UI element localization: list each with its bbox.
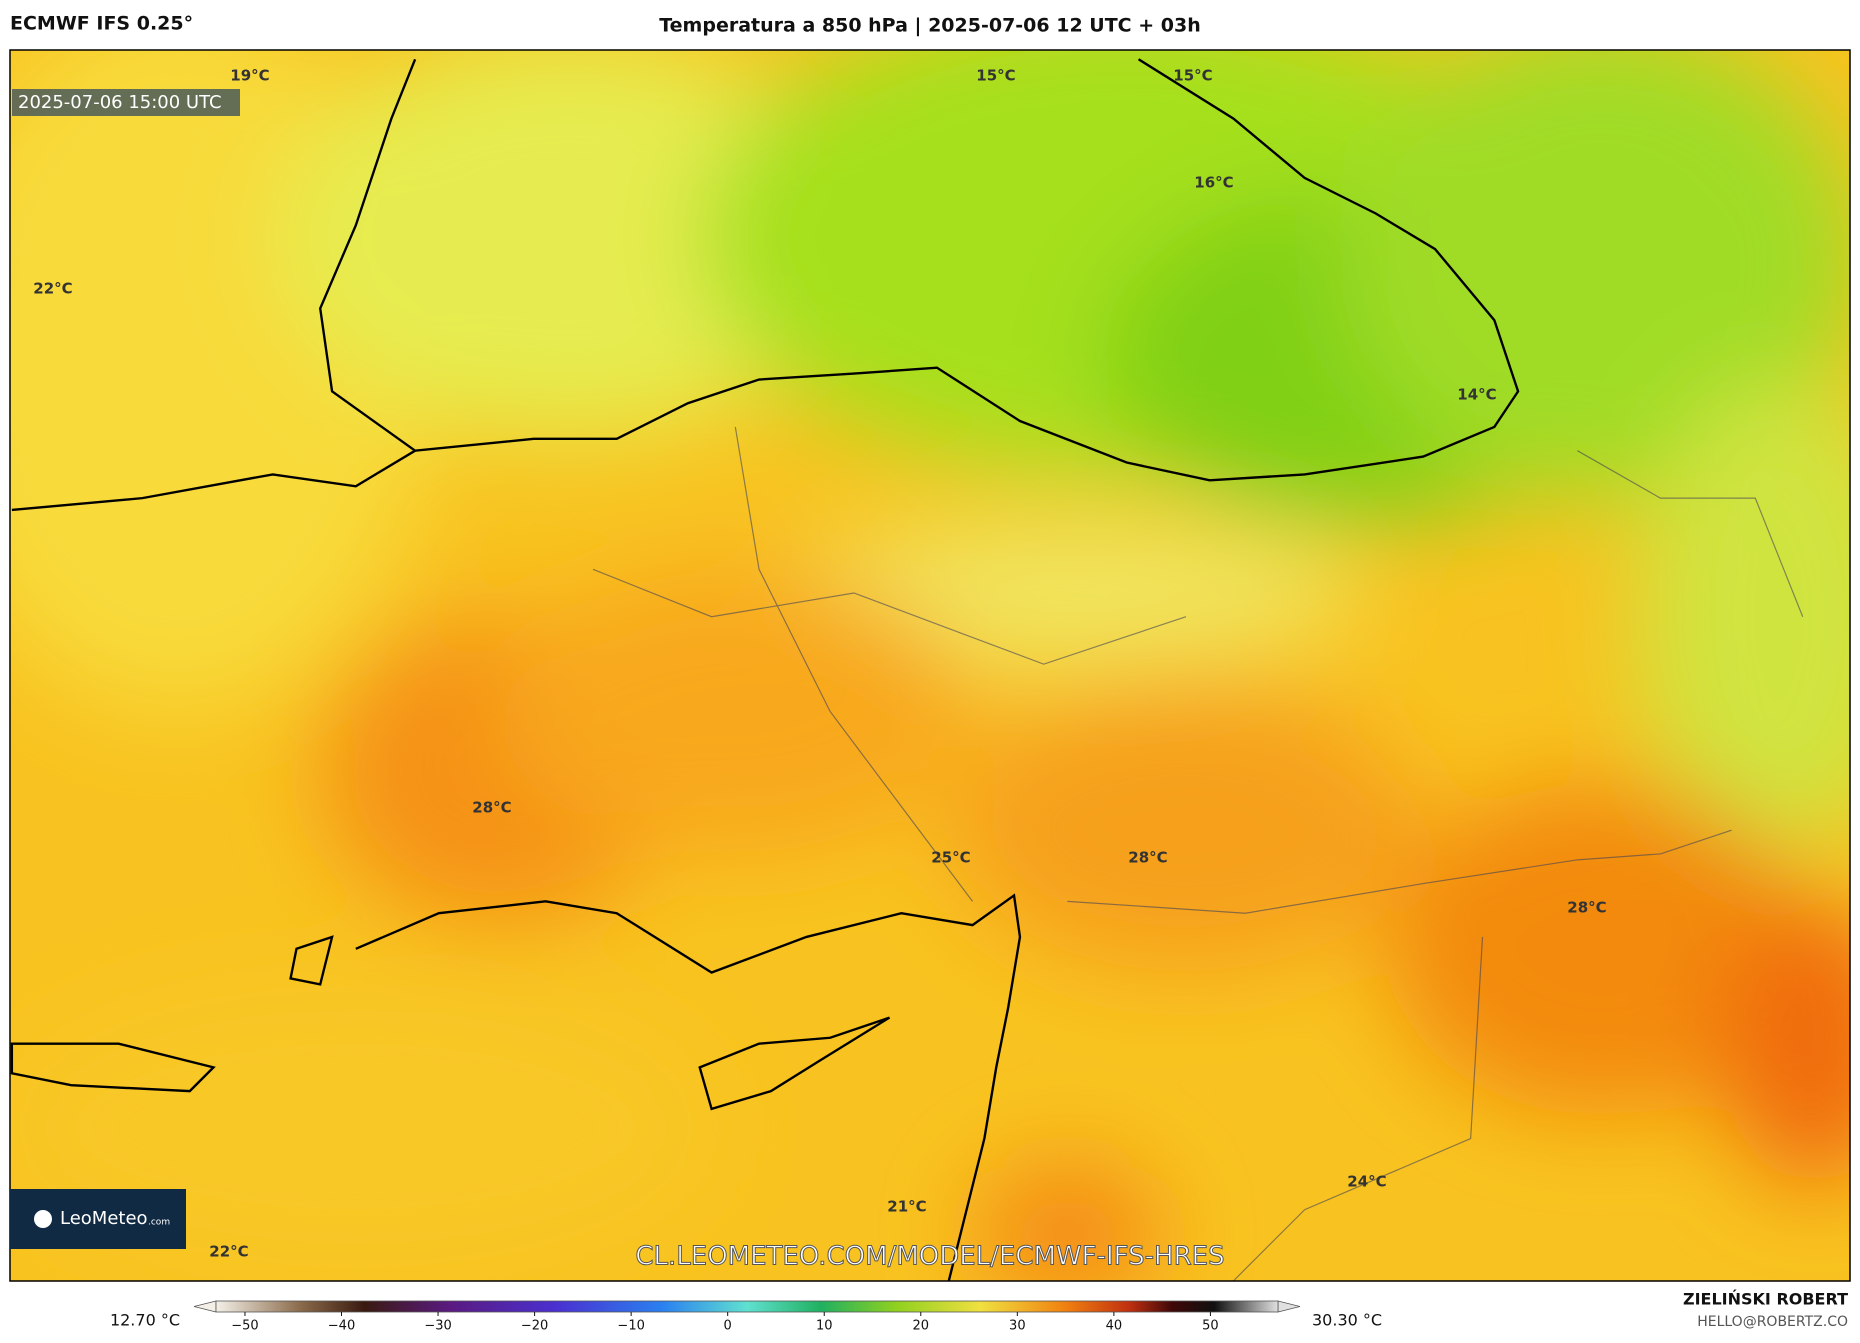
- temperature-label: 22°C: [33, 280, 72, 298]
- colorbar-tick-label: 40: [1106, 1319, 1123, 1334]
- colorbar-tick-label: −20: [521, 1319, 548, 1334]
- map-title: Temperatura a 850 hPa | 2025-07-06 12 UT…: [659, 15, 1201, 37]
- source-url: CL.LEOMETEO.COM/MODEL/ECMWF-IFS-HRES: [635, 1242, 1224, 1272]
- time-box: [12, 89, 240, 116]
- temperature-label: 16°C: [1194, 174, 1233, 192]
- temperature-label: 19°C: [230, 67, 269, 85]
- colorbar-tick-label: 10: [816, 1319, 833, 1334]
- colorbar-tick-label: 0: [724, 1319, 732, 1334]
- temperature-label: 28°C: [1128, 849, 1167, 867]
- temperature-label: 14°C: [1457, 386, 1496, 404]
- temperature-labels: 19°C 15°C 15°C 16°C 22°C 14°C 28°C 25°C 28°C 28°C…: [33, 67, 1606, 1261]
- temperature-label: 21°C: [887, 1198, 926, 1216]
- temperature-label: 25°C: [931, 849, 970, 867]
- colorbar-tick-label: −50: [231, 1319, 258, 1334]
- colorbar-max: 30.30 °C: [1312, 1311, 1382, 1330]
- map-frame: [9, 49, 1851, 1282]
- colorbar-bar: [215, 1300, 1279, 1313]
- temperature-label: 24°C: [1347, 1173, 1386, 1191]
- author: ZIELIŃSKI ROBERT: [1683, 1290, 1848, 1309]
- valid-time: 2025-07-06 15:00 UTC: [18, 92, 222, 113]
- colorbar-tick-label: −40: [328, 1319, 355, 1334]
- temperature-label: 28°C: [472, 799, 511, 817]
- colorbar-min: 12.70 °C: [110, 1311, 180, 1330]
- colorbar-extend: [1277, 1300, 1301, 1313]
- email: HELLO@ROBERTZ.CO: [1697, 1314, 1848, 1330]
- logo-text: LeoMeteo: [60, 1208, 148, 1229]
- temperature-label: 28°C: [1567, 899, 1606, 917]
- temperature-label: 15°C: [976, 67, 1015, 85]
- colorbar-tick-label: −30: [424, 1319, 451, 1334]
- map: [10, 50, 1850, 1281]
- colorbar: −50 −40 −30 −20 −10 0 10 20 30 40 50: [193, 1300, 1301, 1334]
- temperature-label: 15°C: [1173, 67, 1212, 85]
- colorbar-tick-label: 30: [1009, 1319, 1026, 1334]
- logo-sun: [34, 1210, 52, 1228]
- colorbar-tick-label: −10: [617, 1319, 644, 1334]
- logo-suffix: .com: [148, 1218, 170, 1228]
- temperature-label: 22°C: [209, 1243, 248, 1261]
- colorbar-tick-label: 50: [1202, 1319, 1219, 1334]
- colorbar-extend: [193, 1300, 217, 1313]
- colorbar-tick-label: 20: [913, 1319, 930, 1334]
- model-name: ECMWF IFS 0.25°: [10, 13, 193, 35]
